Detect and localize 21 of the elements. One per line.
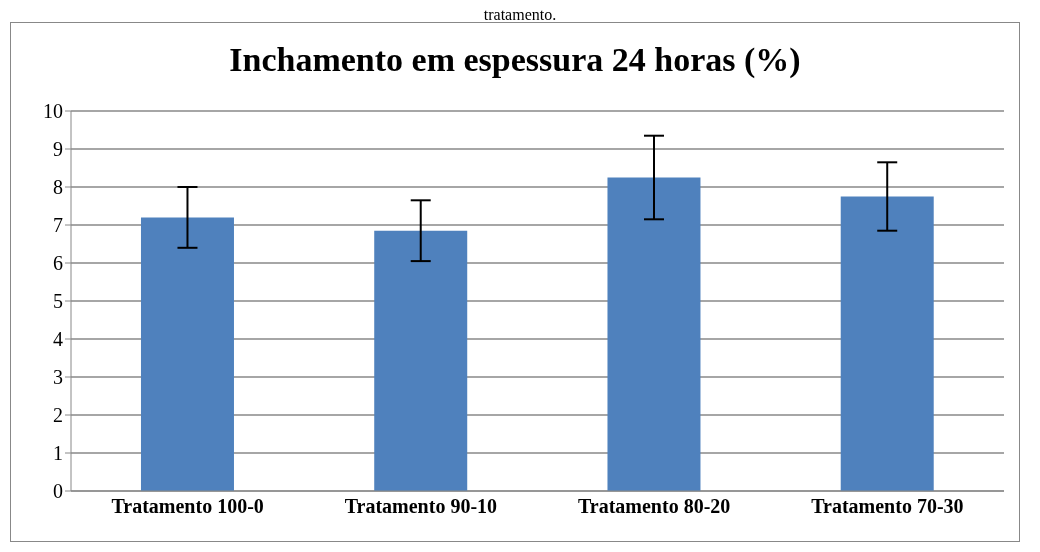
y-tick-label: 4 — [53, 328, 63, 351]
bar — [607, 177, 701, 491]
y-tick-label: 10 — [43, 100, 63, 123]
y-tick-label: 0 — [53, 480, 63, 503]
x-tick-label: Tratamento 90-10 — [344, 495, 498, 518]
bar — [374, 230, 468, 491]
x-tick-label: Tratamento 100-0 — [111, 495, 264, 518]
y-tick-label: 6 — [53, 252, 63, 275]
y-tick-label: 1 — [53, 442, 63, 465]
chart-title: Inchamento em espessura 24 horas (%) — [228, 41, 802, 80]
text: tratamento. — [483, 6, 557, 23]
y-tick-label: 9 — [53, 138, 63, 161]
y-tick-label: 8 — [53, 176, 63, 199]
y-tick-label: 5 — [53, 290, 63, 313]
y-tick-label: 2 — [53, 404, 63, 427]
y-tick-label: 3 — [53, 366, 63, 389]
x-tick-label: Tratamento 80-20 — [577, 495, 731, 518]
bar — [140, 217, 234, 491]
bar — [840, 196, 934, 491]
x-tick-label: Tratamento 70-30 — [811, 495, 964, 518]
y-tick-label: 7 — [53, 214, 63, 237]
